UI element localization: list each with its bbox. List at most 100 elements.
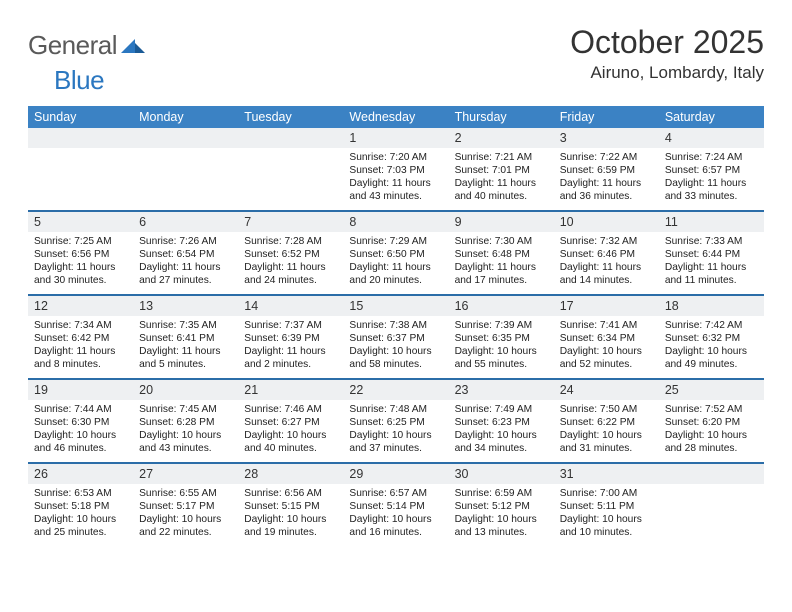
day-number: 4	[659, 128, 764, 148]
calendar-day: 20Sunrise: 7:45 AMSunset: 6:28 PMDayligh…	[133, 380, 238, 462]
day-header: Monday	[133, 106, 238, 128]
day-number: 28	[238, 464, 343, 484]
day-number: 30	[449, 464, 554, 484]
day-details: Sunrise: 7:32 AMSunset: 6:46 PMDaylight:…	[554, 232, 659, 292]
day-number: 22	[343, 380, 448, 400]
logo-triangle-icon	[121, 33, 145, 58]
calendar-day: 1Sunrise: 7:20 AMSunset: 7:03 PMDaylight…	[343, 128, 448, 210]
day-details	[659, 484, 764, 544]
calendar-day: 5Sunrise: 7:25 AMSunset: 6:56 PMDaylight…	[28, 212, 133, 294]
calendar-day: 29Sunrise: 6:57 AMSunset: 5:14 PMDayligh…	[343, 464, 448, 546]
day-details: Sunrise: 6:56 AMSunset: 5:15 PMDaylight:…	[238, 484, 343, 544]
day-number: 6	[133, 212, 238, 232]
calendar-week: 19Sunrise: 7:44 AMSunset: 6:30 PMDayligh…	[28, 378, 764, 462]
day-number: 5	[28, 212, 133, 232]
day-details: Sunrise: 7:28 AMSunset: 6:52 PMDaylight:…	[238, 232, 343, 292]
day-details: Sunrise: 7:00 AMSunset: 5:11 PMDaylight:…	[554, 484, 659, 544]
day-details: Sunrise: 7:52 AMSunset: 6:20 PMDaylight:…	[659, 400, 764, 460]
day-details: Sunrise: 6:53 AMSunset: 5:18 PMDaylight:…	[28, 484, 133, 544]
logo-text-blue: Blue	[54, 65, 104, 96]
day-details: Sunrise: 7:45 AMSunset: 6:28 PMDaylight:…	[133, 400, 238, 460]
day-number	[659, 464, 764, 484]
day-details: Sunrise: 7:48 AMSunset: 6:25 PMDaylight:…	[343, 400, 448, 460]
title-block: October 2025 Airuno, Lombardy, Italy	[570, 24, 764, 83]
day-details	[238, 148, 343, 208]
day-header: Thursday	[449, 106, 554, 128]
calendar-day: 14Sunrise: 7:37 AMSunset: 6:39 PMDayligh…	[238, 296, 343, 378]
calendar-day: 30Sunrise: 6:59 AMSunset: 5:12 PMDayligh…	[449, 464, 554, 546]
day-details: Sunrise: 6:59 AMSunset: 5:12 PMDaylight:…	[449, 484, 554, 544]
day-number	[28, 128, 133, 148]
day-number	[133, 128, 238, 148]
day-header-row: SundayMondayTuesdayWednesdayThursdayFrid…	[28, 106, 764, 128]
day-details: Sunrise: 7:41 AMSunset: 6:34 PMDaylight:…	[554, 316, 659, 376]
day-details: Sunrise: 7:37 AMSunset: 6:39 PMDaylight:…	[238, 316, 343, 376]
day-header: Friday	[554, 106, 659, 128]
day-details: Sunrise: 7:50 AMSunset: 6:22 PMDaylight:…	[554, 400, 659, 460]
day-number: 23	[449, 380, 554, 400]
calendar-day: 21Sunrise: 7:46 AMSunset: 6:27 PMDayligh…	[238, 380, 343, 462]
day-details: Sunrise: 7:26 AMSunset: 6:54 PMDaylight:…	[133, 232, 238, 292]
calendar-day: 11Sunrise: 7:33 AMSunset: 6:44 PMDayligh…	[659, 212, 764, 294]
day-number	[238, 128, 343, 148]
day-details: Sunrise: 7:42 AMSunset: 6:32 PMDaylight:…	[659, 316, 764, 376]
calendar-day: 10Sunrise: 7:32 AMSunset: 6:46 PMDayligh…	[554, 212, 659, 294]
day-details	[133, 148, 238, 208]
calendar-empty	[659, 464, 764, 546]
day-header: Wednesday	[343, 106, 448, 128]
calendar-week: 1Sunrise: 7:20 AMSunset: 7:03 PMDaylight…	[28, 128, 764, 210]
day-header: Saturday	[659, 106, 764, 128]
day-number: 10	[554, 212, 659, 232]
day-details: Sunrise: 7:30 AMSunset: 6:48 PMDaylight:…	[449, 232, 554, 292]
calendar-empty	[133, 128, 238, 210]
day-details: Sunrise: 7:35 AMSunset: 6:41 PMDaylight:…	[133, 316, 238, 376]
day-number: 14	[238, 296, 343, 316]
day-number: 8	[343, 212, 448, 232]
calendar-weeks: 1Sunrise: 7:20 AMSunset: 7:03 PMDaylight…	[28, 128, 764, 546]
day-details	[28, 148, 133, 208]
day-details: Sunrise: 7:25 AMSunset: 6:56 PMDaylight:…	[28, 232, 133, 292]
day-details: Sunrise: 7:20 AMSunset: 7:03 PMDaylight:…	[343, 148, 448, 208]
day-number: 12	[28, 296, 133, 316]
day-details: Sunrise: 7:33 AMSunset: 6:44 PMDaylight:…	[659, 232, 764, 292]
calendar-week: 5Sunrise: 7:25 AMSunset: 6:56 PMDaylight…	[28, 210, 764, 294]
calendar-day: 28Sunrise: 6:56 AMSunset: 5:15 PMDayligh…	[238, 464, 343, 546]
day-number: 16	[449, 296, 554, 316]
day-header: Sunday	[28, 106, 133, 128]
calendar-day: 2Sunrise: 7:21 AMSunset: 7:01 PMDaylight…	[449, 128, 554, 210]
calendar-day: 31Sunrise: 7:00 AMSunset: 5:11 PMDayligh…	[554, 464, 659, 546]
calendar-day: 26Sunrise: 6:53 AMSunset: 5:18 PMDayligh…	[28, 464, 133, 546]
calendar-day: 9Sunrise: 7:30 AMSunset: 6:48 PMDaylight…	[449, 212, 554, 294]
day-details: Sunrise: 7:44 AMSunset: 6:30 PMDaylight:…	[28, 400, 133, 460]
day-details: Sunrise: 7:21 AMSunset: 7:01 PMDaylight:…	[449, 148, 554, 208]
calendar-week: 26Sunrise: 6:53 AMSunset: 5:18 PMDayligh…	[28, 462, 764, 546]
calendar-day: 12Sunrise: 7:34 AMSunset: 6:42 PMDayligh…	[28, 296, 133, 378]
day-number: 13	[133, 296, 238, 316]
calendar-day: 18Sunrise: 7:42 AMSunset: 6:32 PMDayligh…	[659, 296, 764, 378]
day-number: 11	[659, 212, 764, 232]
month-title: October 2025	[570, 24, 764, 61]
calendar-empty	[28, 128, 133, 210]
day-number: 2	[449, 128, 554, 148]
day-details: Sunrise: 7:29 AMSunset: 6:50 PMDaylight:…	[343, 232, 448, 292]
day-details: Sunrise: 7:34 AMSunset: 6:42 PMDaylight:…	[28, 316, 133, 376]
logo-text-general: General	[28, 30, 117, 61]
day-number: 20	[133, 380, 238, 400]
calendar-day: 23Sunrise: 7:49 AMSunset: 6:23 PMDayligh…	[449, 380, 554, 462]
calendar-day: 17Sunrise: 7:41 AMSunset: 6:34 PMDayligh…	[554, 296, 659, 378]
day-details: Sunrise: 6:57 AMSunset: 5:14 PMDaylight:…	[343, 484, 448, 544]
calendar-day: 24Sunrise: 7:50 AMSunset: 6:22 PMDayligh…	[554, 380, 659, 462]
calendar-day: 4Sunrise: 7:24 AMSunset: 6:57 PMDaylight…	[659, 128, 764, 210]
day-number: 27	[133, 464, 238, 484]
day-number: 26	[28, 464, 133, 484]
day-number: 24	[554, 380, 659, 400]
day-number: 15	[343, 296, 448, 316]
calendar: SundayMondayTuesdayWednesdayThursdayFrid…	[28, 106, 764, 546]
day-number: 18	[659, 296, 764, 316]
calendar-empty	[238, 128, 343, 210]
calendar-day: 7Sunrise: 7:28 AMSunset: 6:52 PMDaylight…	[238, 212, 343, 294]
calendar-day: 3Sunrise: 7:22 AMSunset: 6:59 PMDaylight…	[554, 128, 659, 210]
day-number: 7	[238, 212, 343, 232]
calendar-day: 27Sunrise: 6:55 AMSunset: 5:17 PMDayligh…	[133, 464, 238, 546]
day-details: Sunrise: 7:39 AMSunset: 6:35 PMDaylight:…	[449, 316, 554, 376]
